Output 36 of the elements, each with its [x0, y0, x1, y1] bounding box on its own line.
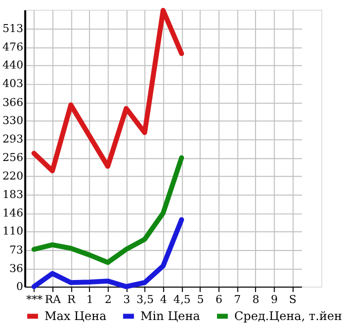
legend-label: Min Цена: [140, 309, 200, 324]
x-tick-label: 3,5: [136, 292, 154, 306]
y-tick-label: 476: [2, 40, 24, 54]
y-tick-label: 330: [2, 114, 24, 127]
y-tick-label: 513: [2, 22, 24, 35]
y-tick-label: 366: [2, 96, 24, 109]
x-tick-label: 3: [123, 292, 130, 306]
x-tick-label: 1: [86, 292, 94, 306]
line-series: [31, 217, 184, 290]
legend-label: Max Цена: [44, 309, 106, 324]
y-tick-label: 403: [2, 77, 24, 90]
x-tick-label: 4: [160, 292, 168, 306]
y-tick-label: 293: [2, 132, 24, 146]
x-tick-label: S: [289, 292, 296, 306]
y-tick-label: 183: [2, 188, 24, 201]
x-tick-label: 7: [234, 292, 241, 306]
x-tick-label: RA: [44, 292, 62, 306]
y-tick-label: 146: [2, 206, 24, 220]
y-tick-label: 110: [2, 224, 24, 238]
x-tick-label: R: [67, 292, 76, 306]
y-tick-label: 220: [2, 169, 24, 182]
x-tick-label: ***: [26, 292, 44, 306]
x-tick-label: 8: [252, 292, 260, 306]
line-series: [31, 8, 184, 174]
y-tick-label: 0: [16, 280, 24, 294]
x-tick-label: 2: [104, 292, 112, 306]
y-tick-label: 256: [2, 151, 24, 164]
x-tick-label: 9: [270, 292, 278, 306]
legend-label: Сред.Цена, т.йен: [234, 309, 342, 324]
y-tick-label: 73: [9, 243, 24, 256]
line-series: [31, 155, 184, 265]
x-tick-label: 5: [197, 292, 204, 306]
y-tick-label: 36: [9, 262, 24, 275]
x-tick-label: 4,5: [173, 292, 191, 306]
x-tick-label: 6: [216, 292, 222, 306]
y-tick-label: 440: [2, 58, 24, 72]
